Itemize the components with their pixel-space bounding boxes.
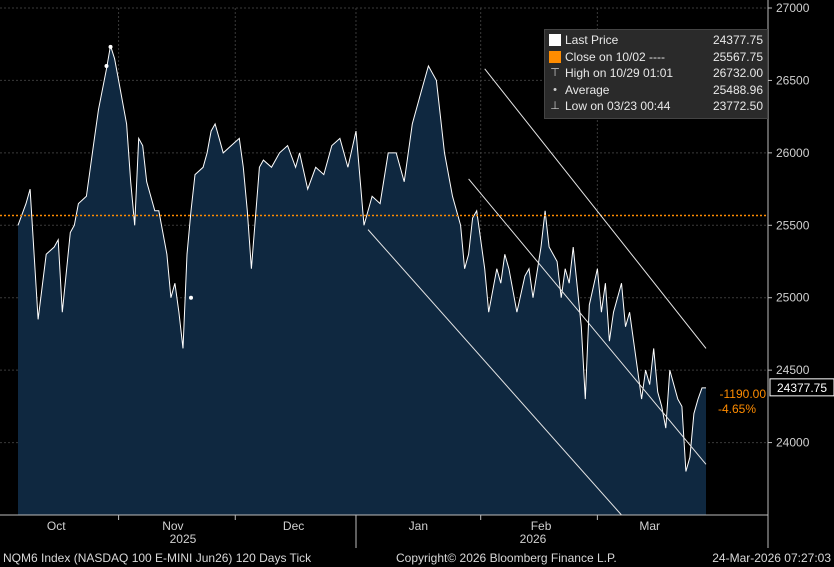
- legend-value: 24377.75: [712, 33, 763, 47]
- legend-row: • Average 25488.96: [549, 83, 763, 99]
- y-tick-label: 26500: [776, 73, 810, 87]
- legend-value: 25488.96: [712, 82, 763, 97]
- marker-point: [108, 44, 113, 49]
- y-tick-label: 24000: [776, 436, 810, 450]
- legend-value: 23772.50: [712, 99, 763, 113]
- x-month-label: Mar: [639, 519, 660, 533]
- legend-value: 26732.00: [712, 66, 763, 80]
- low-marker-icon: ⊥: [550, 100, 560, 112]
- footer-bar: NQM6 Index (NASDAQ 100 E-MINI Jun26) 120…: [0, 548, 834, 567]
- price-tags: 24377.75 -1190.00-4.65%: [718, 378, 834, 416]
- x-month-label: Jan: [409, 519, 428, 533]
- channel-line: [367, 229, 622, 516]
- price-area: [17, 45, 706, 515]
- price-line: [17, 45, 706, 472]
- legend-row: ⊥ Low on 03/23 00:44 23772.50: [549, 99, 763, 115]
- legend-row: ⊤ High on 10/29 01:01 26732.00: [549, 66, 763, 82]
- legend-square-icon: [549, 34, 561, 46]
- legend-row: Close on 10/02 ---- 25567.75: [549, 50, 763, 66]
- y-tick-label: 24500: [776, 363, 810, 377]
- legend-label: Average: [565, 82, 610, 97]
- footer-timestamp: 24-Mar-2026 07:27:03: [712, 551, 831, 565]
- legend-value: 25567.75: [712, 49, 763, 64]
- x-month-label: Feb: [531, 519, 552, 533]
- average-marker-icon: •: [553, 83, 557, 96]
- y-tick-label: 27000: [776, 1, 810, 15]
- legend-row: Last Price 24377.75: [549, 33, 763, 49]
- y-axis: 24000 24500 25000 25500 26000 26500 27000: [767, 0, 810, 548]
- x-month-label: Nov: [162, 519, 183, 533]
- marker-point: [189, 295, 194, 300]
- y-tick-label: 25500: [776, 218, 810, 232]
- channel-lines: [367, 68, 707, 516]
- x-axis: Oct Nov Dec Jan Feb Mar 2025 2026: [0, 514, 768, 548]
- y-tick-label: 26000: [776, 146, 810, 160]
- x-year-label: 2026: [520, 532, 547, 546]
- x-year-label: 2025: [170, 532, 197, 546]
- marker-point: [104, 63, 109, 68]
- price-area-fill: [18, 45, 706, 515]
- markers: [104, 44, 194, 300]
- legend-square-icon: [549, 50, 561, 63]
- change-percent: -4.65%: [718, 402, 756, 416]
- channel-line: [484, 68, 707, 349]
- legend-label: Low on 03/23 00:44: [565, 99, 671, 113]
- last-price-tag-box: [769, 378, 834, 397]
- legend-label: High on 10/29 01:01: [565, 66, 674, 80]
- last-price-tag: 24377.75: [777, 381, 827, 395]
- x-month-label: Dec: [283, 519, 304, 533]
- footer-instrument: NQM6 Index (NASDAQ 100 E-MINI Jun26) 120…: [3, 551, 312, 565]
- legend-box: Last Price 24377.75 Close on 10/02 ---- 255…: [544, 29, 768, 119]
- channel-line: [468, 178, 707, 465]
- footer-copyright: Copyright© 2026 Bloomberg Finance L.P.: [396, 551, 617, 565]
- change-points: -1190.00: [720, 387, 767, 401]
- x-month-label: Oct: [47, 519, 66, 533]
- high-marker-icon: ⊤: [550, 67, 560, 79]
- legend-label: Last Price: [565, 33, 619, 47]
- y-tick-label: 25000: [776, 291, 810, 305]
- legend-label: Close on 10/02 ----: [565, 49, 666, 64]
